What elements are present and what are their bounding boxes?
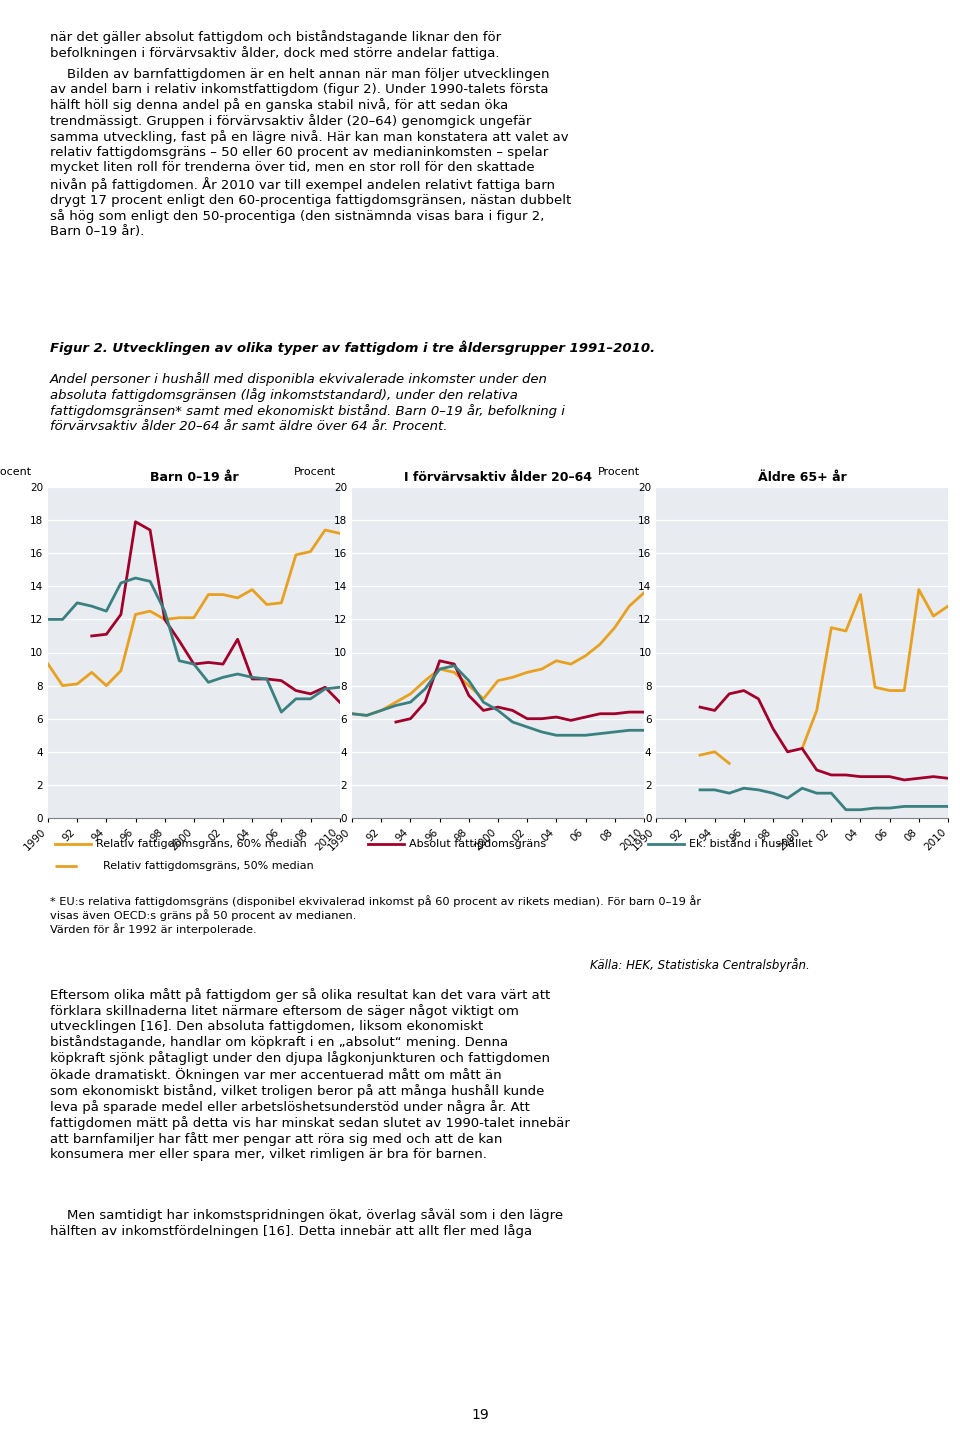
Text: Procent: Procent [0,467,32,478]
Text: Procent: Procent [294,467,336,478]
Text: Relativ fattigdomsgräns, 50% median: Relativ fattigdomsgräns, 50% median [96,861,314,871]
Text: när det gäller absolut fattigdom och biståndstagande liknar den för
befolkningen: när det gäller absolut fattigdom och bis… [50,30,501,61]
Text: Eftersom olika mått på fattigdom ger så olika resultat kan det vara värt att
för: Eftersom olika mått på fattigdom ger så … [50,988,570,1162]
Title: Barn 0–19 år: Barn 0–19 år [150,472,238,485]
Text: Figur 2. Utvecklingen av olika typer av fattigdom i tre åldersgrupper 1991–2010.: Figur 2. Utvecklingen av olika typer av … [50,340,655,355]
Text: Källa: HEK, Statistiska Centralsbyrån.: Källa: HEK, Statistiska Centralsbyrån. [590,958,809,972]
Text: Absolut fattigdomsgräns: Absolut fattigdomsgräns [409,839,546,849]
Title: Äldre 65+ år: Äldre 65+ år [757,472,847,485]
Text: Bilden av barnfattigdomen är en helt annan när man följer utvecklingen
av andel : Bilden av barnfattigdomen är en helt ann… [50,68,571,237]
Title: I förvärvsaktiv ålder 20–64: I förvärvsaktiv ålder 20–64 [404,472,592,485]
Text: Andel personer i hushåll med disponibla ekvivalerade inkomster under den
absolut: Andel personer i hushåll med disponibla … [50,372,564,433]
Text: Procent: Procent [598,467,640,478]
Text: * EU:s relativa fattigdomsgräns (disponibel ekvivalerad inkomst på 60 procent av: * EU:s relativa fattigdomsgräns (disponi… [50,896,701,935]
Text: Relativ fattigdomsgräns, 60% median: Relativ fattigdomsgräns, 60% median [96,839,307,849]
Text: Men samtidigt har inkomstspridningen ökat, överlag såväl som i den lägre
hälften: Men samtidigt har inkomstspridningen öka… [50,1208,564,1239]
Text: Ek. bistånd i hushållet: Ek. bistånd i hushållet [689,839,813,849]
Text: 19: 19 [471,1408,489,1422]
